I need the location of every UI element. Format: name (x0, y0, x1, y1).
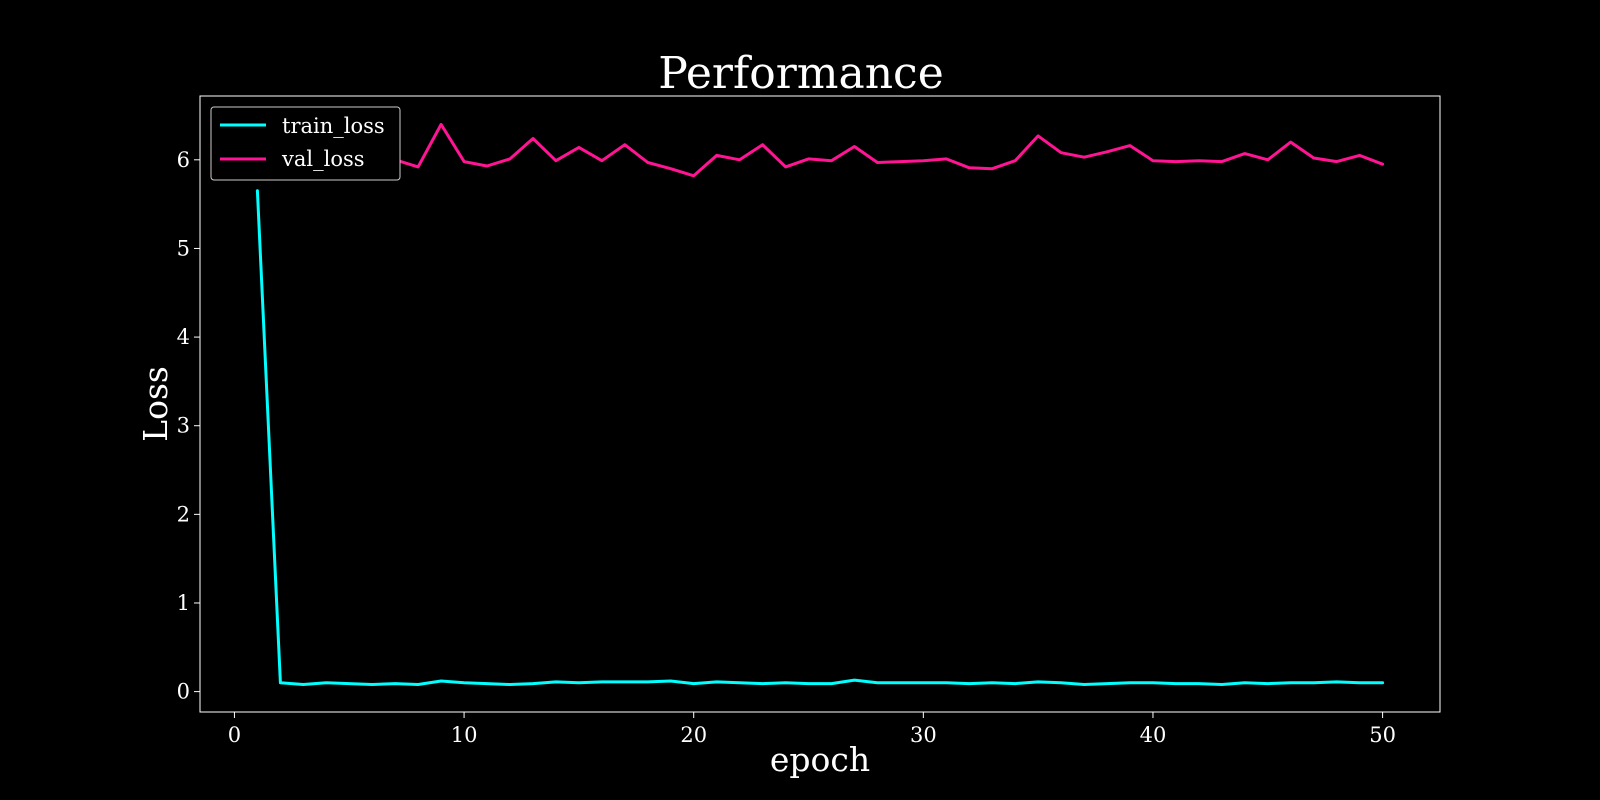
plot-frame (199, 95, 1441, 713)
y-tick-label: 4 (177, 325, 190, 349)
series-line-val-loss (255, 122, 1385, 178)
y-tick-label: 5 (177, 236, 190, 260)
series-layer (255, 122, 1385, 686)
y-axis-ticks: 0 1 2 3 4 5 6 (177, 148, 200, 704)
x-axis-ticks: 0 10 20 30 40 50 (228, 712, 1396, 747)
legend: train_loss val_loss (210, 106, 401, 181)
y-tick-label: 6 (177, 148, 190, 172)
x-axis-label: epoch (770, 740, 870, 779)
y-tick-label: 2 (177, 502, 190, 526)
x-tick-label: 50 (1369, 723, 1396, 747)
x-tick-label: 20 (680, 723, 707, 747)
legend-label-val-loss: val_loss (281, 147, 365, 171)
x-tick-label: 0 (228, 723, 241, 747)
chart-title: Performance (658, 48, 943, 99)
y-tick-label: 0 (177, 680, 190, 704)
series-line-train-loss (255, 189, 1385, 686)
x-tick-label: 10 (451, 723, 478, 747)
plot-area (199, 95, 1441, 713)
y-tick-label: 3 (177, 414, 190, 438)
legend-label-train-loss: train_loss (282, 114, 385, 138)
y-tick-label: 1 (177, 591, 190, 615)
x-tick-label: 40 (1140, 723, 1167, 747)
y-axis-label: Loss (136, 366, 175, 442)
x-tick-label: 30 (910, 723, 937, 747)
